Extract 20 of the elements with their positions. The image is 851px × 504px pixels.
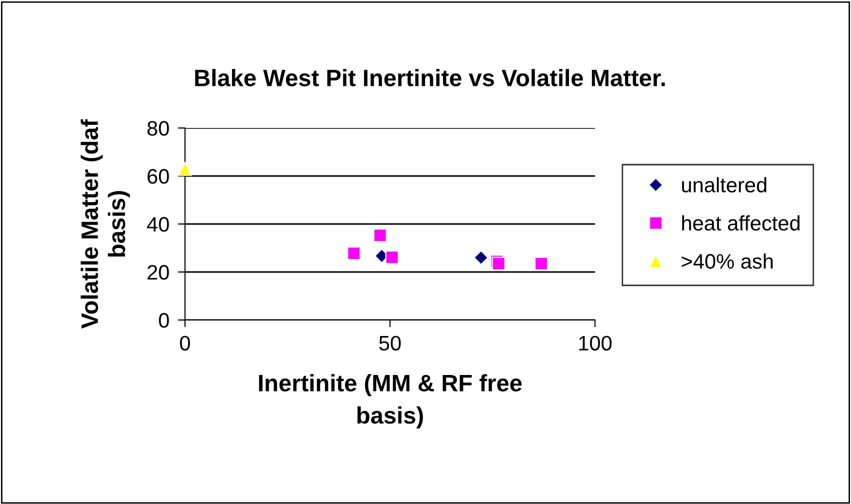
y-tick-label: 40: [147, 217, 169, 232]
point: [385, 250, 399, 264]
point: [373, 228, 387, 242]
legend-label: >40% ash: [682, 253, 773, 269]
point: [178, 162, 192, 176]
chart-title: Blake West Pit Inertinite vs Volatile Matter.: [195, 68, 665, 86]
point: [474, 250, 488, 266]
legend-label: heat affected: [682, 215, 800, 231]
x-tick-label: 50: [379, 336, 401, 351]
legend-label: unaltered: [682, 177, 766, 192]
y-tick-label: 20: [148, 265, 169, 280]
y-axis-title: Volatile Matter (daf basis): [80, 119, 130, 329]
point: [347, 246, 361, 260]
x-axis-title: Inertinite (MM & RF free basis): [259, 374, 522, 428]
y-tick-label: 0: [158, 313, 169, 328]
point: [534, 256, 548, 270]
y-tick-label: 60: [148, 169, 169, 184]
y-tick-label: 80: [147, 121, 169, 136]
x-tick-label: 0: [180, 336, 190, 351]
x-tick-label: 100: [579, 336, 612, 351]
